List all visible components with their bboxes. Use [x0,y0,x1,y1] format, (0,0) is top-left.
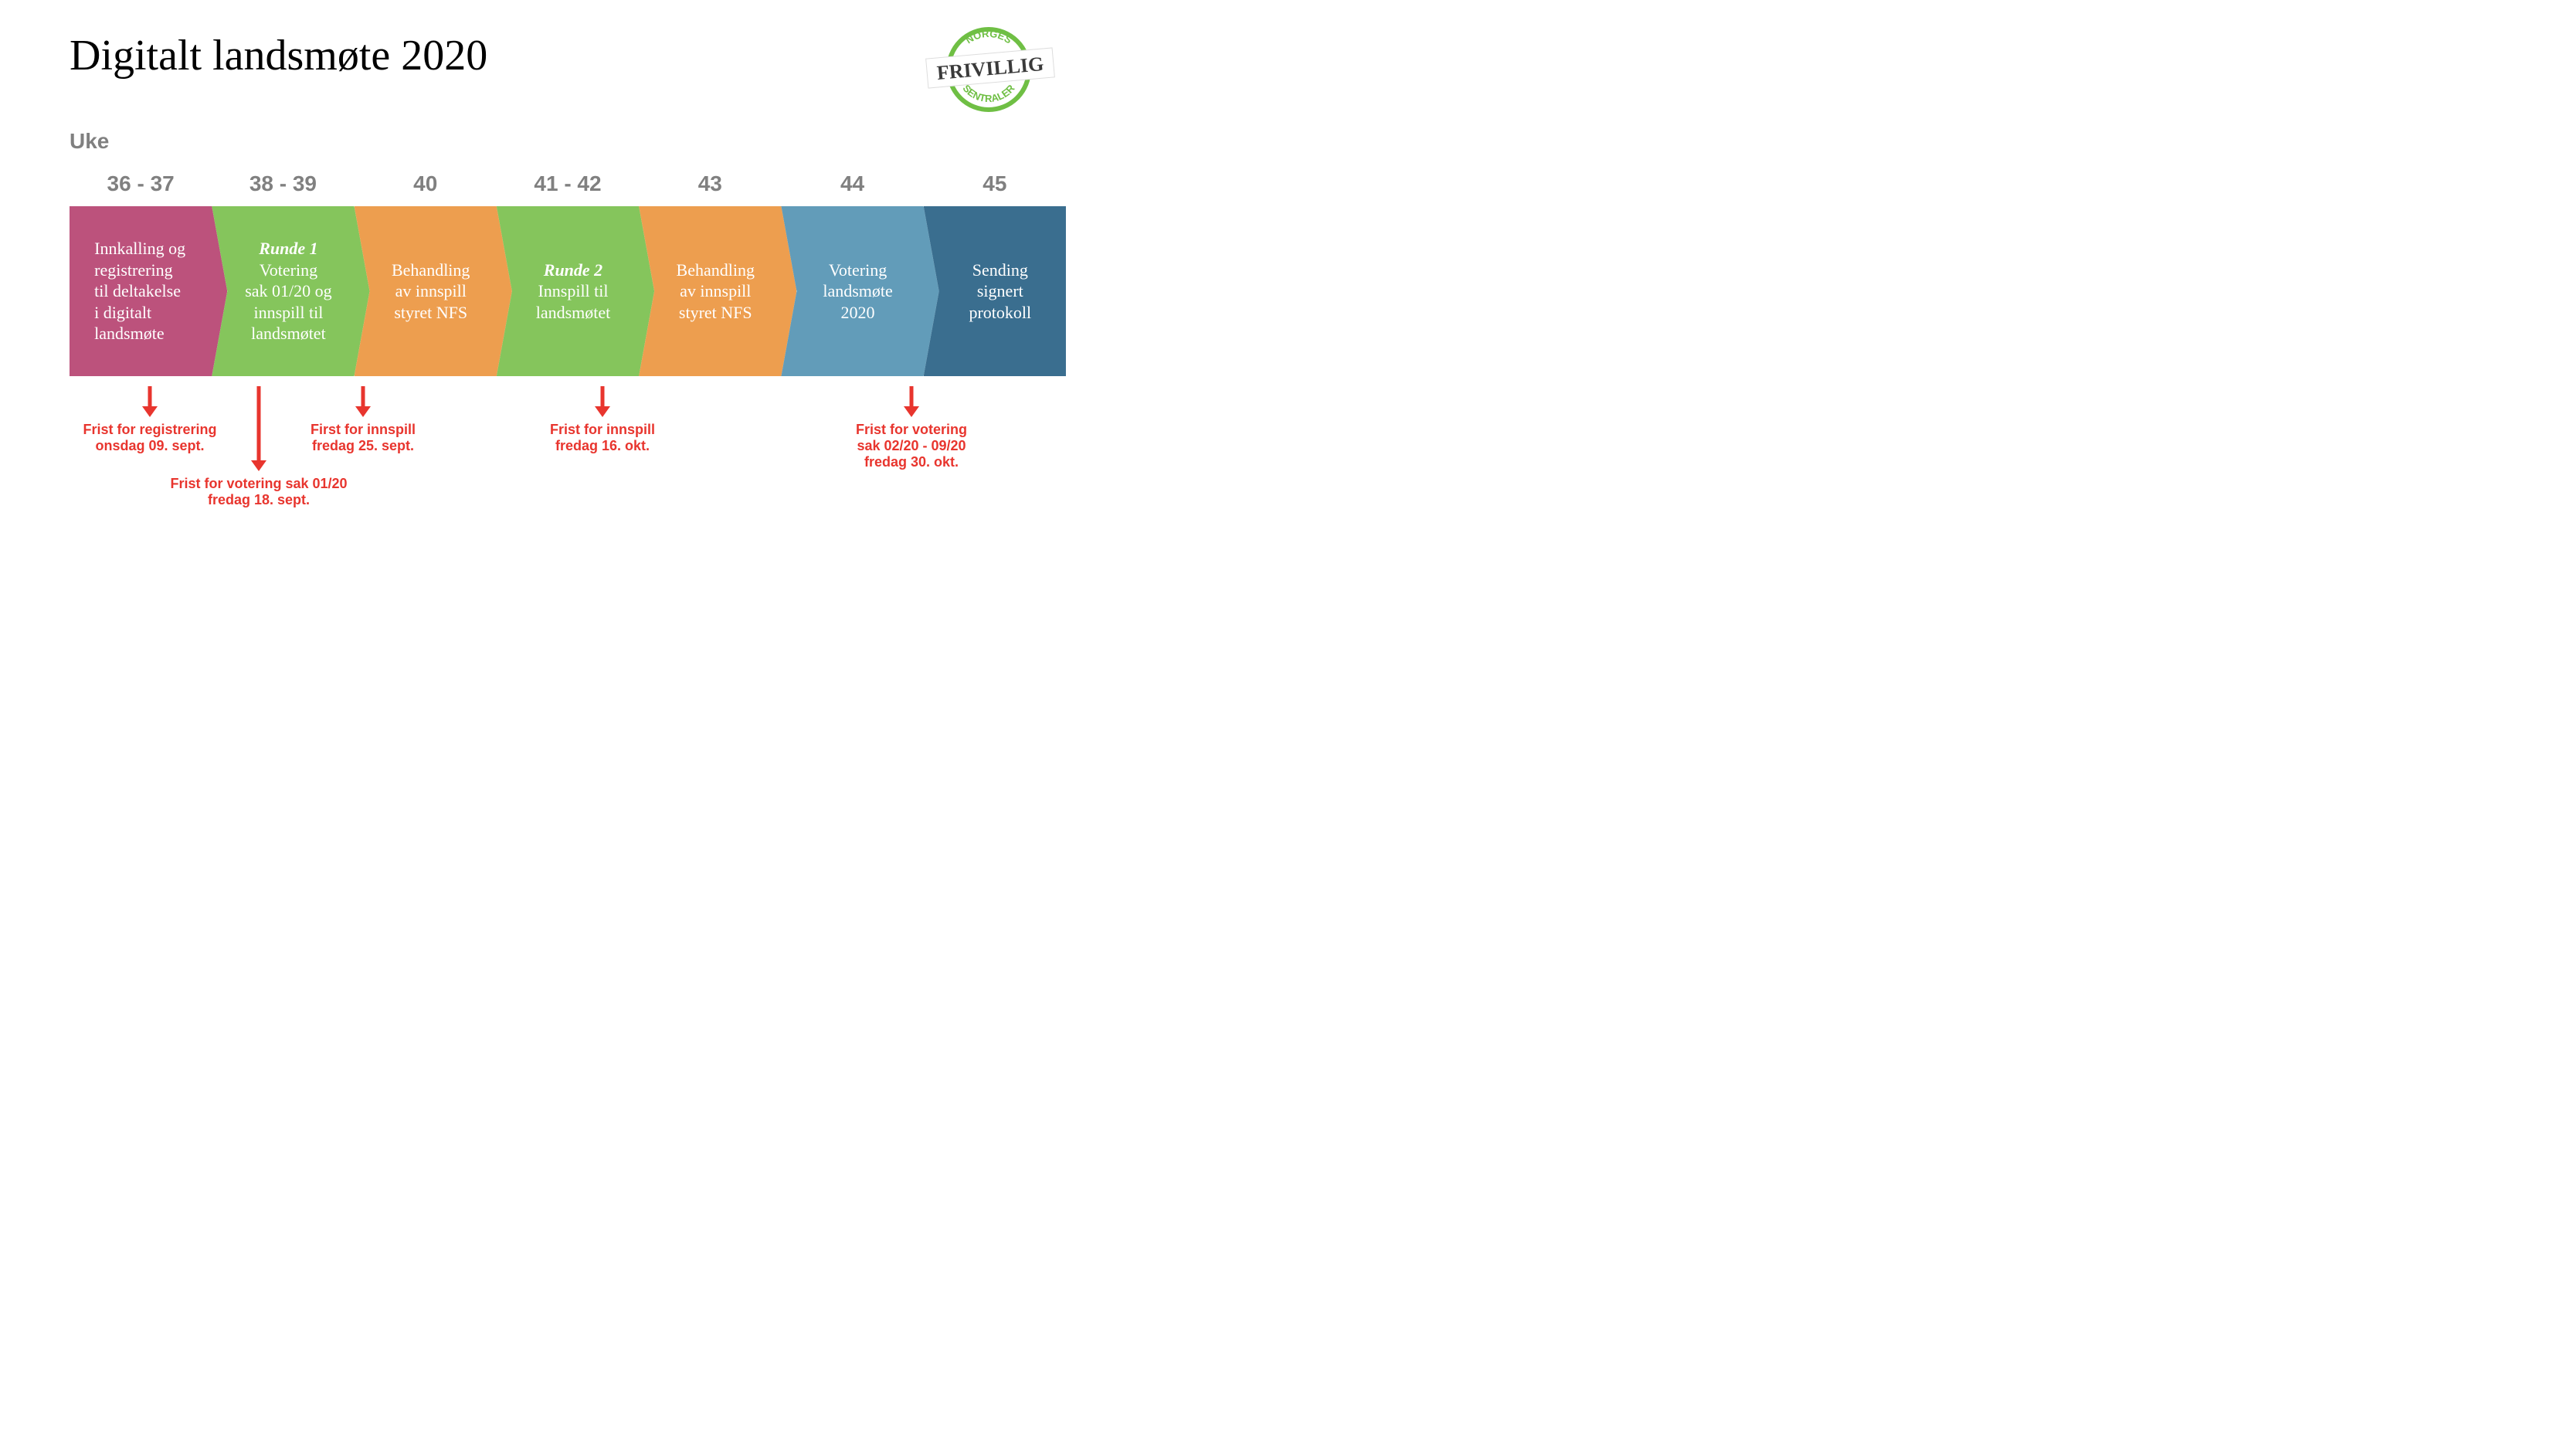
chevron-line: Sending [969,260,1031,281]
timeline-step: 40 Behandlingav innspillstyret NFS [355,166,497,376]
deadline-line: fredag 25. sept. [286,438,440,454]
chevron-line: sak 01/20 og [245,280,331,302]
chevron-box: Runde 2Innspill tillandsmøtet [497,206,639,376]
chevron-line: i digitalt [94,302,185,324]
week-header: 41 - 42 [497,166,639,202]
chevron-text: Voteringlandsmøte2020 [823,260,892,324]
deadline-item: First for innspillfredag 25. sept. [286,386,440,454]
arrow-down-icon [354,386,372,417]
chevron-line: Votering [823,260,892,281]
chevron-box: Behandlingav innspillstyret NFS [639,206,781,376]
week-header: 44 [781,166,923,202]
deadline-line: Frist for votering [826,422,996,438]
svg-text:SENTRALER: SENTRALER [960,82,1016,104]
timeline-step: 38 - 39 Runde 1Voteringsak 01/20 oginnspi… [212,166,354,376]
logo-frivillig-sentraler: NORGES SENTRALER FRIVILLIG [911,19,1066,120]
chevron-line: Votering [245,260,331,281]
chevron-line: av innspill [677,280,755,302]
arrow-down-icon [593,386,612,417]
timeline-step: 45 Sendingsignertprotokoll [924,166,1066,376]
arrow-down-icon [249,386,268,471]
week-header: 45 [924,166,1066,202]
timeline-step: 36 - 37 Innkalling ogregistreringtil delt… [70,166,212,376]
chevron-row: 36 - 37 Innkalling ogregistreringtil delt… [70,166,1066,376]
deadline-item: Frist for innspillfredag 16. okt. [525,386,680,454]
timeline: Uke 36 - 37Innkalling ogregistreringtil … [70,166,1066,376]
chevron-line: 2020 [823,302,892,324]
page-title: Digitalt landsmøte 2020 [70,31,487,80]
deadline-line: Frist for innspill [525,422,680,438]
chevron-line: styret NFS [392,302,470,324]
chevron-text: Behandlingav innspillstyret NFS [392,260,470,324]
deadline-item: Frist for voteringsak 02/20 - 09/20freda… [826,386,996,470]
chevron-line: Behandling [677,260,755,281]
logo-bottom-text: SENTRALER [960,82,1016,104]
chevron-line: landsmøte [94,323,185,344]
deadline-line: fredag 30. okt. [826,454,996,470]
chevron-line: styret NFS [677,302,755,324]
chevron-line: Runde 2 [536,260,611,281]
chevron-line: protokoll [969,302,1031,324]
timeline-step: 43 Behandlingav innspillstyret NFS [639,166,781,376]
chevron-line: landsmøte [823,280,892,302]
week-header: 38 - 39 [212,166,354,202]
chevron-box: Innkalling ogregistreringtil deltakelsei… [70,206,212,376]
chevron-line: av innspill [392,280,470,302]
chevron-box: Sendingsignertprotokoll [924,206,1066,376]
chevron-line: Runde 1 [245,238,331,260]
logo-svg: NORGES SENTRALER FRIVILLIG [911,19,1066,120]
timeline-step: 44 Voteringlandsmøte2020 [781,166,923,376]
chevron-text: Runde 1Voteringsak 01/20 oginnspill till… [245,238,331,344]
chevron-text: Sendingsignertprotokoll [969,260,1031,324]
week-header: 40 [355,166,497,202]
chevron-text: Behandlingav innspillstyret NFS [677,260,755,324]
week-header: 43 [639,166,781,202]
deadline-line: fredag 16. okt. [525,438,680,454]
chevron-line: signert [969,280,1031,302]
week-label-title: Uke [70,129,109,154]
chevron-line: Behandling [392,260,470,281]
chevron-line: innspill til [245,302,331,324]
deadline-line: First for innspill [286,422,440,438]
chevron-line: landsmøtet [245,323,331,344]
chevron-text: Innkalling ogregistreringtil deltakelsei… [94,238,185,344]
chevron-box: Behandlingav innspillstyret NFS [355,206,497,376]
chevron-text: Runde 2Innspill tillandsmøtet [536,260,611,324]
deadline-line: fredag 18. sept. [158,492,359,508]
chevron-line: til deltakelse [94,280,185,302]
chevron-line: Innspill til [536,280,611,302]
deadline-line: sak 02/20 - 09/20 [826,438,996,454]
chevron-line: Innkalling og [94,238,185,260]
chevron-box: Voteringlandsmøte2020 [781,206,923,376]
chevron-box: Runde 1Voteringsak 01/20 oginnspill till… [212,206,354,376]
timeline-step: 41 - 42 Runde 2Innspill tillandsmøtet [497,166,639,376]
chevron-line: landsmøtet [536,302,611,324]
chevron-line: registrering [94,260,185,281]
arrow-down-icon [141,386,159,417]
week-header: 36 - 37 [70,166,212,202]
arrow-down-icon [902,386,921,417]
deadline-line: Frist for votering sak 01/20 [158,476,359,492]
